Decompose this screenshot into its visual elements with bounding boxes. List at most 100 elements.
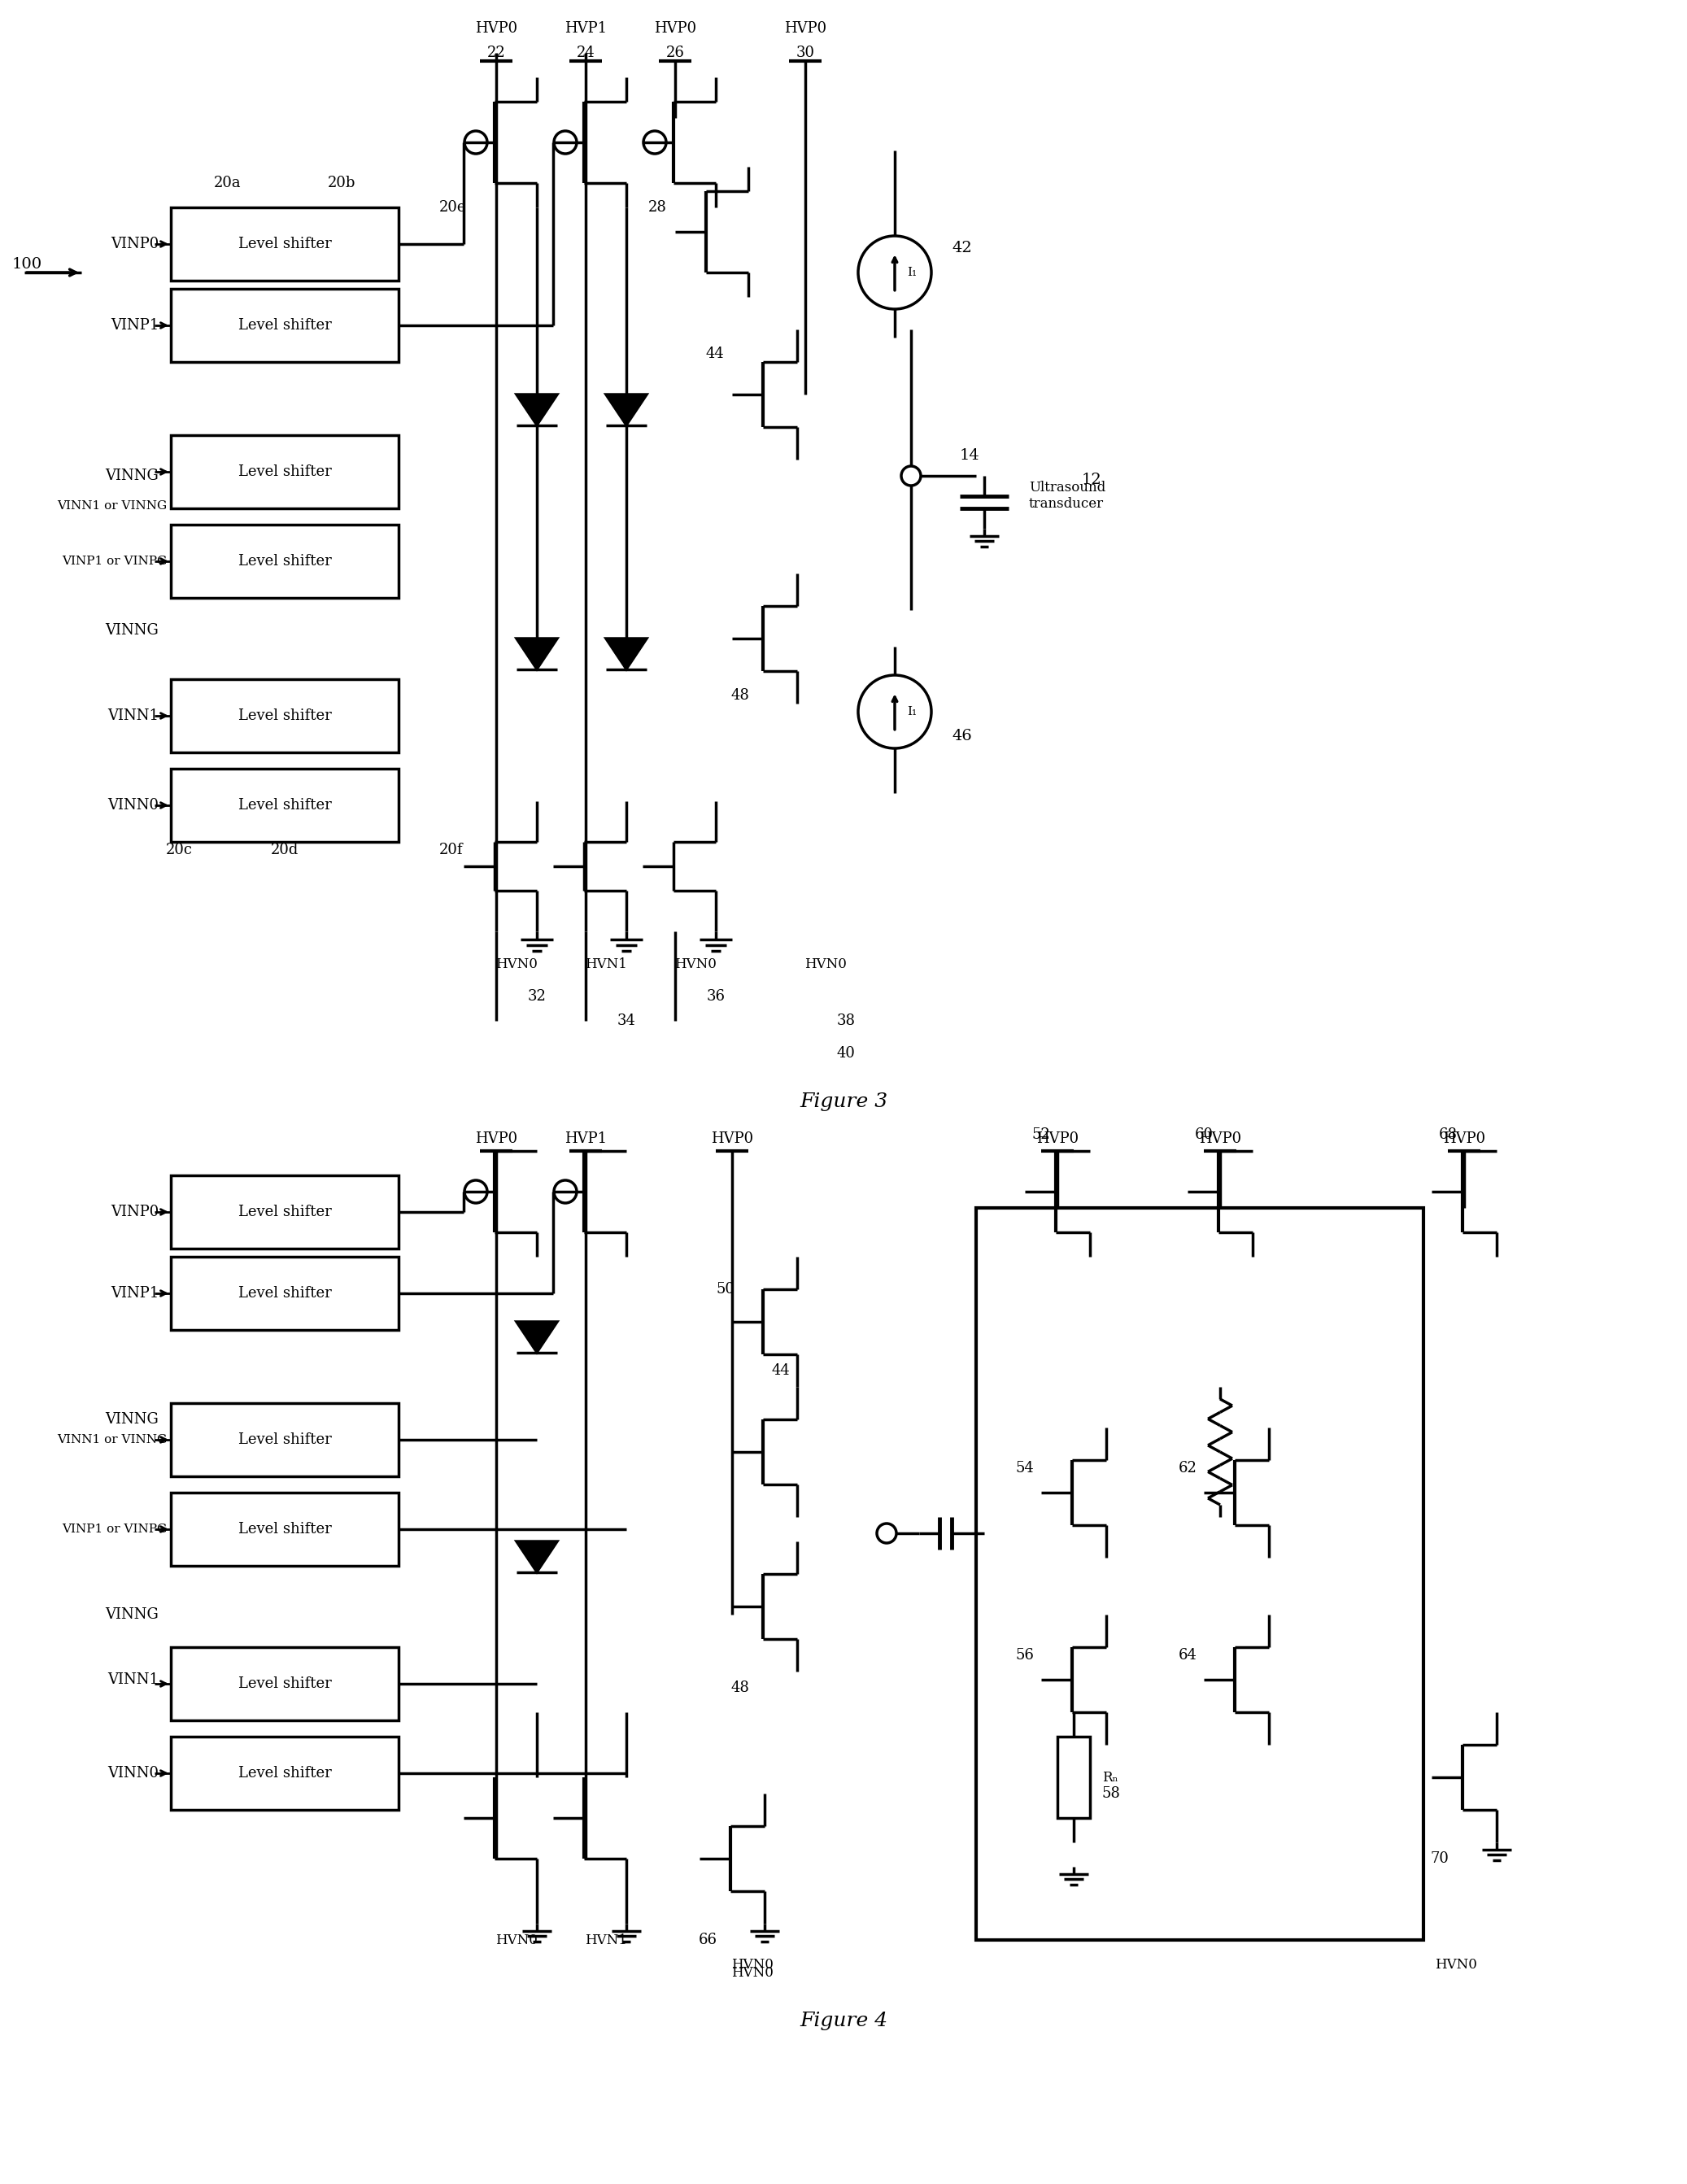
Text: VINP0: VINP0 (110, 236, 159, 251)
Text: 50: 50 (715, 1282, 734, 1297)
Text: 40: 40 (837, 1046, 855, 1061)
Polygon shape (516, 1321, 557, 1352)
Text: 20b: 20b (327, 175, 356, 190)
Text: 46: 46 (951, 729, 972, 743)
Text: 38: 38 (837, 1013, 855, 1029)
Text: HVP0: HVP0 (1442, 1131, 1485, 1147)
Text: Level shifter: Level shifter (238, 708, 331, 723)
Text: 48: 48 (730, 1679, 749, 1695)
Text: VINP1: VINP1 (110, 1286, 159, 1302)
Text: HVN1: HVN1 (585, 1933, 628, 1946)
Text: 20c: 20c (165, 843, 192, 858)
Text: HVN1: HVN1 (585, 957, 628, 972)
Text: VINP0: VINP0 (110, 1206, 159, 1219)
Text: VINNG: VINNG (105, 1607, 159, 1623)
Text: Level shifter: Level shifter (238, 465, 331, 478)
Text: Level shifter: Level shifter (238, 1767, 331, 1780)
Bar (170, 1175, 398, 1249)
Text: Level shifter: Level shifter (238, 1433, 331, 1448)
Text: VINP1: VINP1 (110, 319, 159, 332)
Text: Figure 3: Figure 3 (800, 1092, 887, 1112)
Bar (1058, 1736, 1090, 1817)
Bar (170, 207, 398, 280)
Polygon shape (606, 638, 646, 668)
Text: 34: 34 (617, 1013, 636, 1029)
Text: 36: 36 (707, 989, 725, 1005)
Text: HVN0: HVN0 (675, 957, 717, 972)
Bar (170, 1256, 398, 1330)
Text: 62: 62 (1178, 1461, 1196, 1476)
Polygon shape (516, 395, 557, 426)
Text: HVP0: HVP0 (476, 22, 518, 35)
Text: 26: 26 (666, 46, 685, 61)
Text: 54: 54 (1016, 1461, 1034, 1476)
Text: Level shifter: Level shifter (238, 1206, 331, 1219)
Text: 44: 44 (705, 347, 724, 360)
Text: Rₙ: Rₙ (1102, 1771, 1118, 1784)
Text: 44: 44 (771, 1363, 790, 1378)
Text: 30: 30 (796, 46, 815, 61)
Text: HVN0: HVN0 (730, 1957, 774, 1972)
Text: 68: 68 (1439, 1127, 1458, 1142)
Bar (170, 1492, 398, 1566)
Text: Level shifter: Level shifter (238, 1286, 331, 1302)
Bar (170, 1736, 398, 1811)
Text: HVP0: HVP0 (476, 1131, 518, 1147)
Text: VINP1 or VINPG: VINP1 or VINPG (62, 1524, 167, 1535)
Text: 56: 56 (1016, 1649, 1034, 1662)
Bar (170, 679, 398, 753)
Text: I₁: I₁ (908, 705, 916, 716)
Text: 52: 52 (1032, 1127, 1051, 1142)
Bar (170, 1402, 398, 1476)
Text: HVP1: HVP1 (565, 22, 607, 35)
Text: VINN0: VINN0 (108, 1767, 159, 1780)
Text: VINN0: VINN0 (108, 797, 159, 812)
Polygon shape (516, 1542, 557, 1572)
Text: HVN0: HVN0 (496, 1933, 538, 1946)
Text: 48: 48 (730, 688, 749, 703)
Text: 20d: 20d (270, 843, 299, 858)
Text: 28: 28 (648, 201, 666, 214)
Text: 60: 60 (1194, 1127, 1213, 1142)
Text: Level shifter: Level shifter (238, 555, 331, 568)
Text: 22: 22 (488, 46, 506, 61)
Text: VINN1 or VINNG: VINN1 or VINNG (57, 1435, 167, 1446)
Text: VINN1: VINN1 (108, 1673, 159, 1686)
Text: transducer: transducer (1029, 498, 1103, 511)
Text: HVP0: HVP0 (784, 22, 827, 35)
Text: VINNG: VINNG (105, 1413, 159, 1426)
Text: Level shifter: Level shifter (238, 319, 331, 332)
Text: VINN1 or VINNG: VINN1 or VINNG (57, 500, 167, 511)
Text: VINNG: VINNG (105, 622, 159, 638)
Text: 70: 70 (1431, 1852, 1449, 1865)
Text: VINP1 or VINPG: VINP1 or VINPG (62, 555, 167, 568)
Bar (977, 1208, 1424, 1939)
Text: 12: 12 (1081, 472, 1102, 487)
Text: 20a: 20a (214, 175, 241, 190)
Polygon shape (516, 638, 557, 668)
Bar (170, 524, 398, 598)
Text: HVP0: HVP0 (710, 1131, 754, 1147)
Bar (170, 769, 398, 841)
Text: VINN1: VINN1 (108, 708, 159, 723)
Text: 100: 100 (12, 258, 42, 271)
Bar (170, 435, 398, 509)
Bar (170, 288, 398, 363)
Text: Level shifter: Level shifter (238, 1677, 331, 1690)
Text: HVP1: HVP1 (565, 1131, 607, 1147)
Text: 66: 66 (698, 1933, 717, 1948)
Text: 42: 42 (951, 240, 972, 256)
Text: 32: 32 (528, 989, 547, 1005)
Text: 64: 64 (1178, 1649, 1196, 1662)
Text: Level shifter: Level shifter (238, 797, 331, 812)
Text: 24: 24 (577, 46, 596, 61)
Text: HVN0: HVN0 (805, 957, 847, 972)
Text: 20e: 20e (439, 201, 467, 214)
Text: Level shifter: Level shifter (238, 236, 331, 251)
Text: 14: 14 (960, 448, 980, 463)
Bar (170, 1647, 398, 1721)
Text: VINNG: VINNG (105, 470, 159, 483)
Text: HVP0: HVP0 (655, 22, 697, 35)
Text: HVN0: HVN0 (730, 1966, 774, 1979)
Text: Ultrasound: Ultrasound (1029, 480, 1105, 496)
